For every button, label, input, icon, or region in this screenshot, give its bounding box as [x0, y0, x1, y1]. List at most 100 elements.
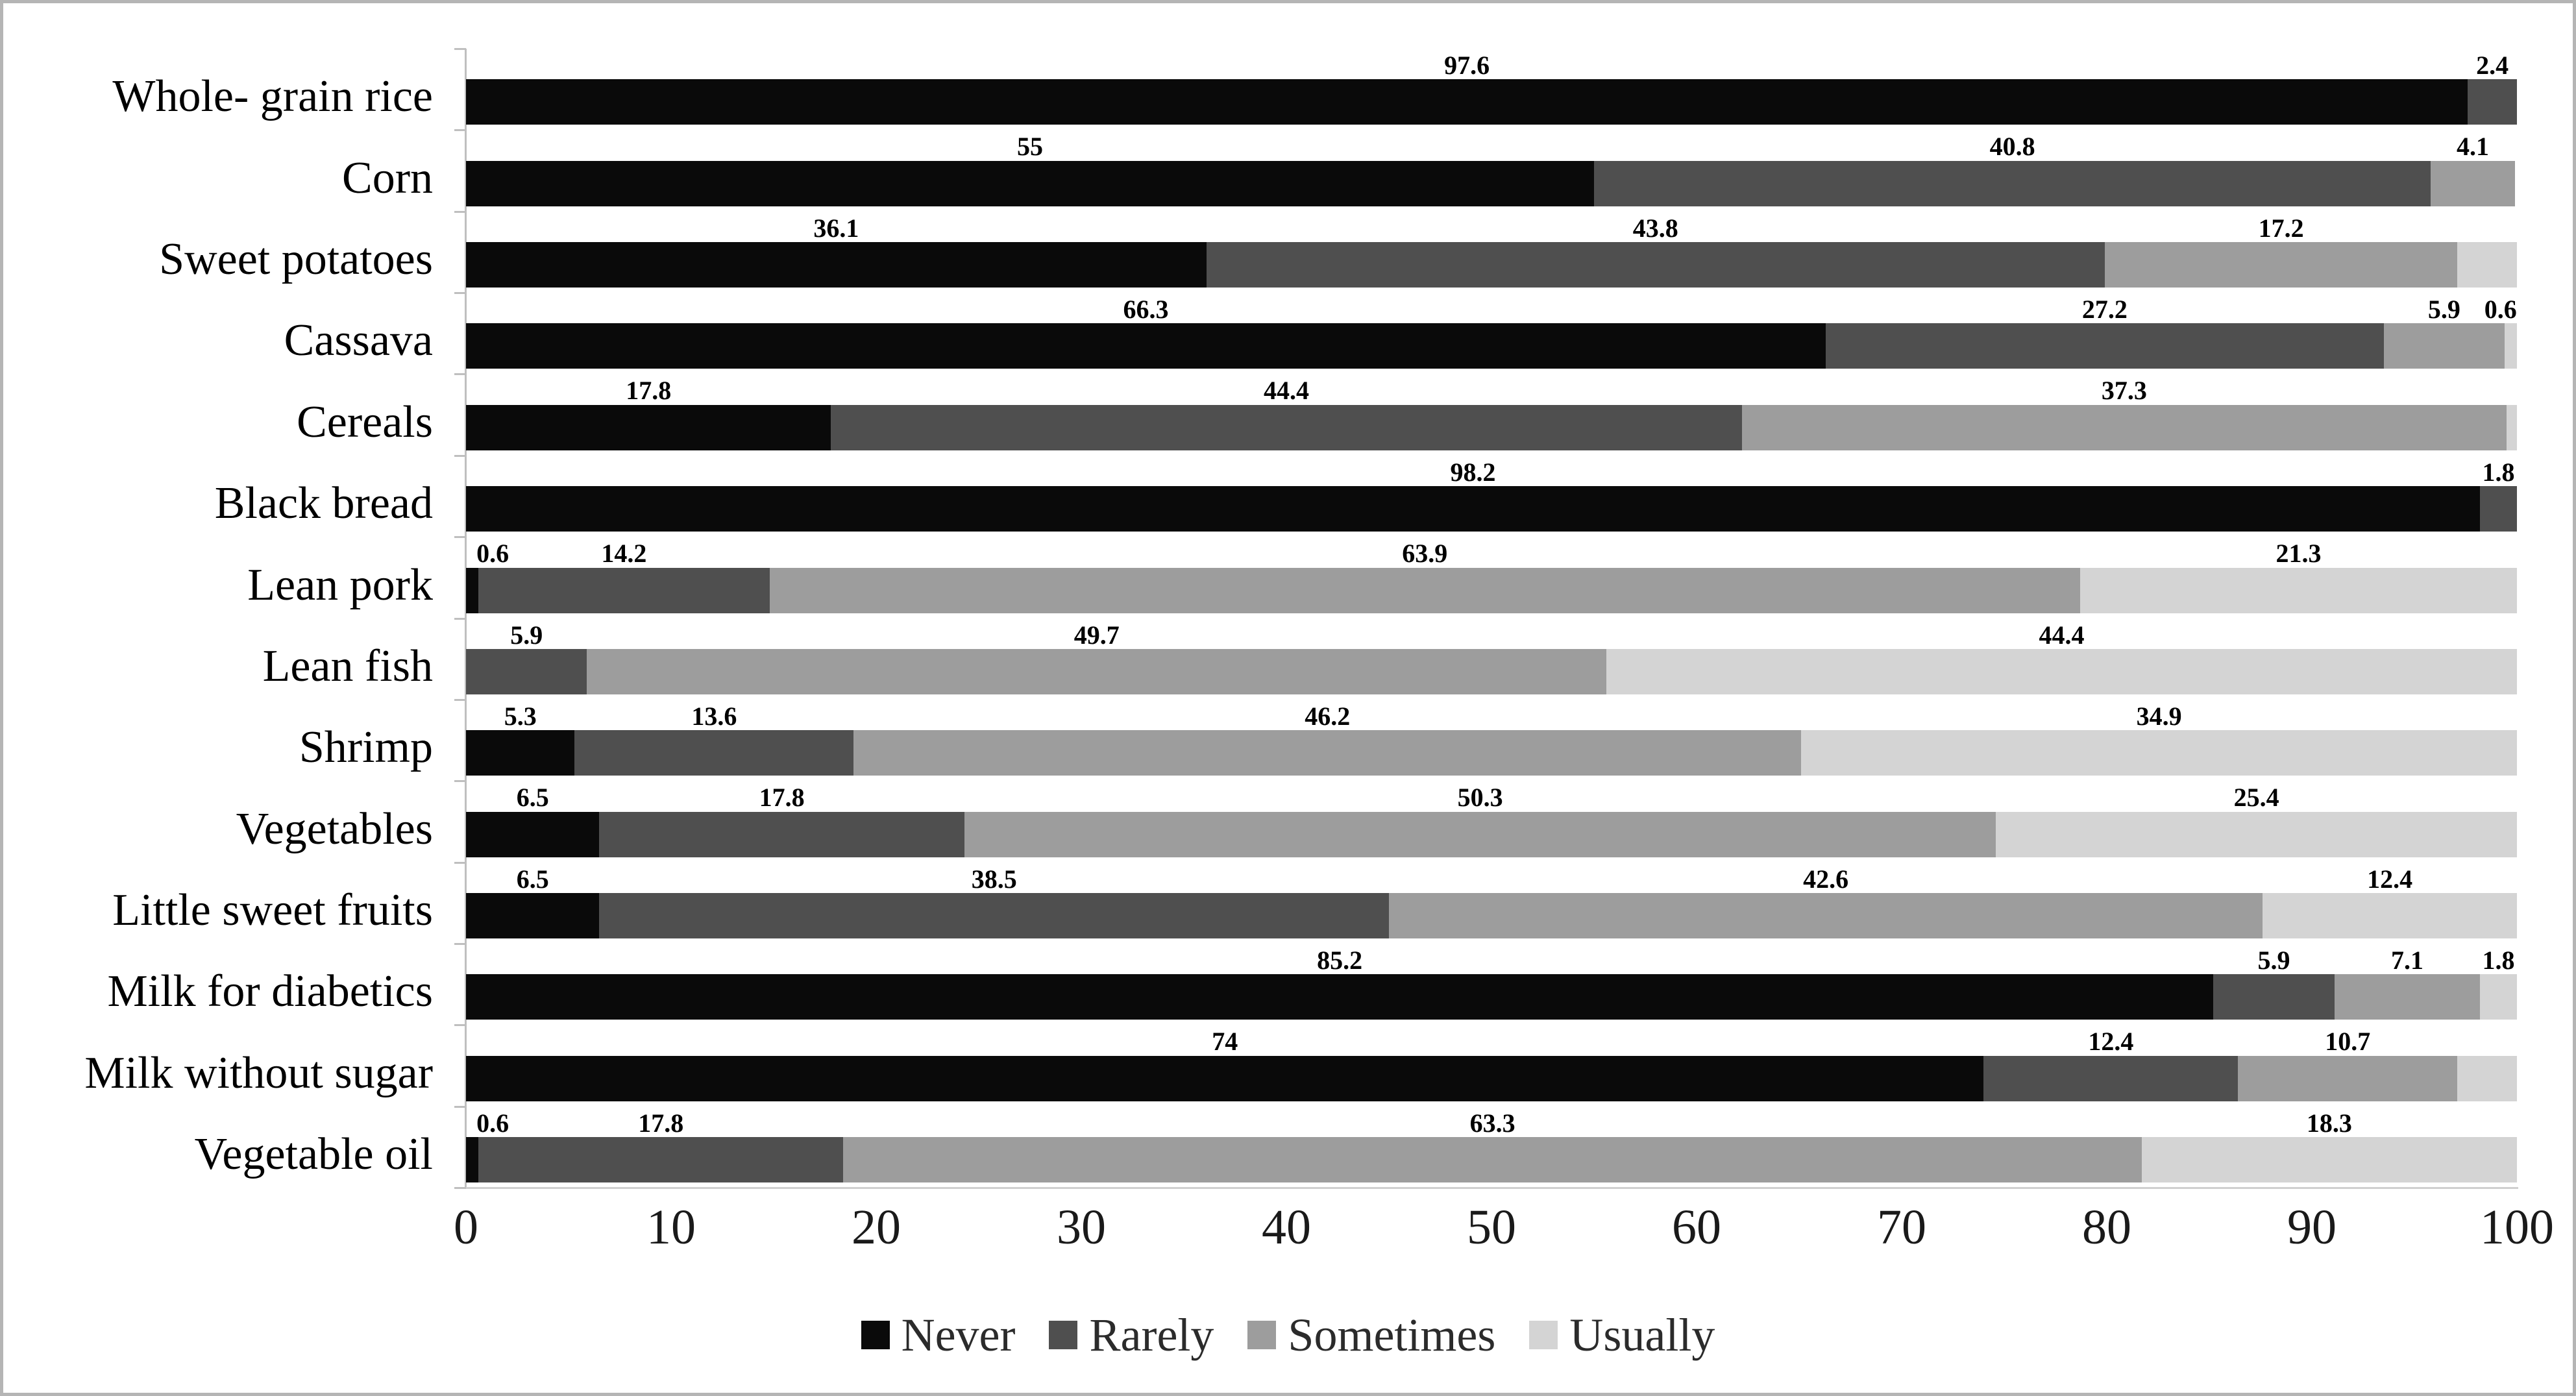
axis-tick-mark: [454, 1105, 466, 1108]
bar-segment-rarely: [574, 730, 854, 776]
bar-segment-never: [466, 730, 575, 776]
bar-segment-usually: [1606, 648, 2517, 694]
data-label: 6.5: [516, 864, 549, 894]
data-label: 17.8: [759, 783, 805, 813]
bar-segment-usually: [1996, 811, 2517, 857]
chart-row: 0.6 14.2 63.9 21.3: [466, 537, 2517, 618]
axis-tick-mark: [454, 373, 466, 376]
bar-segment-rarely: [599, 811, 964, 857]
stacked-bar: [466, 811, 2517, 857]
data-label: 44.4: [1264, 376, 1309, 406]
bar-segment-rarely: [831, 404, 1742, 450]
legend-item-sometimes: Sometimes: [1247, 1312, 1495, 1358]
bar-segment-sometimes: [853, 730, 1802, 776]
stacked-bar: [466, 404, 2517, 450]
bar-segment-never: [466, 242, 1207, 288]
bar-segment-rarely: [1594, 160, 2431, 206]
bar-segment-sometimes: [2238, 1055, 2458, 1101]
bar-segment-usually: [2507, 404, 2517, 450]
chart-row: 0.6 17.8 63.3 18.3: [466, 1107, 2517, 1188]
chart-row: 55 40.8 4.1: [466, 130, 2517, 211]
bar-segment-sometimes: [1388, 892, 2263, 938]
x-axis-tick-label: 30: [1057, 1200, 1106, 1255]
bar-segment-never: [466, 160, 1594, 206]
data-label: 49.7: [1073, 620, 1120, 650]
bar-segment-never: [466, 811, 600, 857]
data-label: 42.6: [1803, 864, 1849, 894]
bar-segment-usually: [1801, 730, 2517, 776]
category-label: Black bread: [214, 478, 433, 529]
bar-segment-sometimes: [2383, 323, 2505, 369]
data-label: 2.4: [2476, 51, 2509, 80]
data-label: 17.8: [638, 1108, 684, 1138]
bar-segment-rarely: [2468, 79, 2517, 125]
data-label: 5.9: [2427, 295, 2460, 325]
data-label: 13.6: [691, 701, 737, 731]
chart-row: 5.3 13.6 46.2 34.9: [466, 700, 2517, 781]
bar-segment-rarely: [1826, 323, 2384, 369]
data-label: 17.8: [626, 376, 672, 406]
data-label: 98.2: [1450, 457, 1496, 487]
data-label: 5.3: [504, 701, 537, 731]
axis-tick-mark: [454, 942, 466, 945]
axis-tick-mark: [454, 617, 466, 620]
data-label: 7.1: [2390, 945, 2423, 975]
bar-segment-never: [466, 1055, 1984, 1101]
stacked-bar: [466, 242, 2517, 288]
legend-label: Sometimes: [1288, 1309, 1496, 1361]
axis-tick-mark: [454, 454, 466, 457]
bar-segment-sometimes: [2104, 242, 2458, 288]
bar-segment-never: [466, 567, 478, 613]
category-label: Shrimp: [299, 722, 433, 773]
axis-tick-mark: [454, 1187, 466, 1189]
stacked-bar: [466, 323, 2517, 369]
legend-item-never: Never: [861, 1309, 1016, 1361]
data-label: 10.7: [2325, 1027, 2371, 1057]
axis-tick-mark: [454, 780, 466, 783]
category-label: Cereals: [297, 397, 433, 447]
chart-row: 74 12.4 10.7: [466, 1025, 2517, 1106]
bar-segment-rarely: [466, 648, 587, 694]
data-label: 40.8: [1989, 132, 2035, 162]
bar-segment-rarely: [1983, 1055, 2239, 1101]
category-label: Vegetable oil: [194, 1129, 433, 1180]
bar-segment-sometimes: [2431, 160, 2515, 206]
axis-tick-mark: [454, 292, 466, 295]
bar-segment-sometimes: [2334, 974, 2481, 1020]
chart-row: 6.5 17.8 50.3 25.4: [466, 781, 2517, 862]
x-axis-tick-label: 70: [1877, 1200, 1926, 1255]
data-label: 55: [1017, 132, 1043, 162]
stacked-bar: [466, 486, 2517, 532]
data-label: 43.8: [1632, 213, 1678, 243]
bar-rows: 97.6 2.4 55 40.8 4.1 36.1 43.8 17.2 66.3 27.2 5.9 0…: [466, 49, 2517, 1188]
data-label: 36.1: [813, 213, 859, 243]
bar-segment-never: [466, 323, 1826, 369]
bar-segment-rarely: [2480, 486, 2517, 532]
bar-segment-sometimes: [769, 567, 2080, 613]
category-label: Milk for diabetics: [107, 966, 433, 1017]
category-label: Vegetables: [236, 803, 433, 854]
stacked-bar: [466, 79, 2517, 125]
legend-label: Never: [901, 1309, 1016, 1361]
stacked-bar: [466, 1055, 2517, 1101]
data-label: 97.6: [1444, 51, 1490, 80]
axis-tick-mark: [454, 210, 466, 213]
axis-tick-mark: [454, 48, 466, 50]
axis-tick-mark: [454, 1024, 466, 1027]
axis-tick-mark: [454, 536, 466, 539]
legend-item-rarely: Rarely: [1049, 1312, 1214, 1358]
chart-row: 6.5 38.5 42.6 12.4: [466, 863, 2517, 944]
x-axis-tick-label: 50: [1467, 1200, 1516, 1255]
chart-row: 5.9 49.7 44.4: [466, 618, 2517, 700]
data-label: 12.4: [2367, 864, 2413, 894]
data-label: 6.5: [516, 783, 549, 813]
axis-tick-mark: [454, 129, 466, 132]
data-label: 18.3: [2306, 1108, 2352, 1138]
value-axis-line: [465, 1187, 2518, 1189]
plot-area: 97.6 2.4 55 40.8 4.1 36.1 43.8 17.2 66.3 27.2 5.9 0…: [454, 48, 2518, 1189]
data-label: 63.9: [1402, 539, 1448, 569]
chart-row: 36.1 43.8 17.2: [466, 212, 2517, 293]
bar-segment-usually: [2263, 892, 2517, 938]
bar-segment-usually: [2505, 323, 2517, 369]
